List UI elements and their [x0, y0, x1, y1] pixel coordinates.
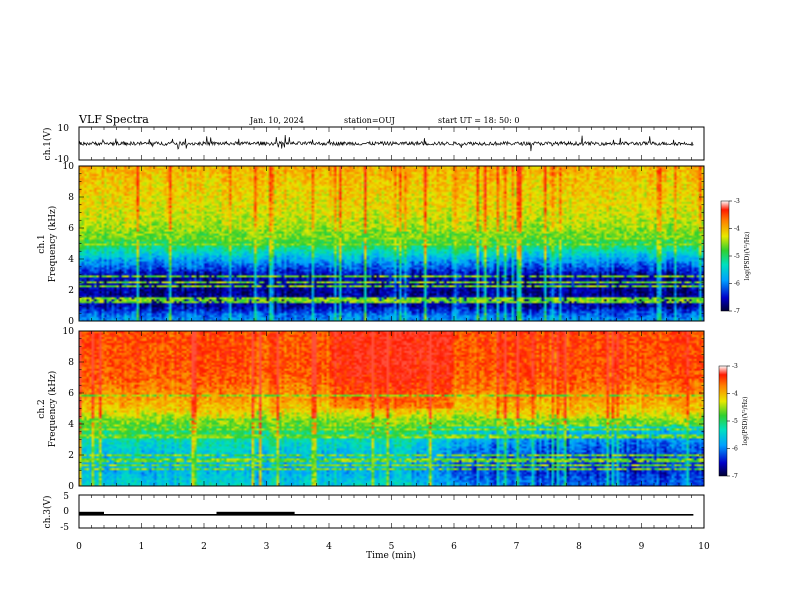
ch2-spec-ylabel-2: Frequency (kHz) — [47, 371, 58, 448]
ch1-colorbar — [720, 200, 730, 312]
ch1-waveform-line — [78, 134, 694, 152]
ch2-spec-ylabel-1: ch.2 — [37, 399, 47, 418]
ch1-waveform-trace — [78, 134, 694, 152]
colorbar-tick-label: -4 — [734, 226, 740, 233]
x-tick-label: 9 — [639, 542, 645, 552]
ch1-waveform-panel: 10 -10 ch.1(V) — [42, 124, 705, 165]
ch3-ylabel: ch.3(V) — [42, 496, 53, 529]
x-tick-label: 6 — [451, 542, 457, 552]
colorbar-tick-label: -4 — [732, 391, 738, 398]
figure-title: VLF Spectra — [78, 113, 149, 126]
ch1-ytick-bottom: -10 — [55, 155, 70, 165]
colorbar-tick-label: -6 — [734, 281, 740, 288]
y-tick-label: 8 — [68, 358, 74, 368]
y-tick-label: 6 — [68, 389, 74, 399]
header-station: station=OUJ — [344, 116, 395, 125]
x-tick-label: 0 — [76, 542, 82, 552]
y-tick-label: 8 — [68, 193, 74, 203]
y-tick-label: 0 — [68, 482, 74, 492]
ch3-ytick-top: 5 — [63, 492, 69, 502]
ch3-high-segment-1 — [216, 511, 295, 515]
x-axis-label: Time (min) — [366, 550, 416, 561]
y-tick-label: 10 — [63, 162, 75, 172]
y-tick-label: 4 — [68, 420, 74, 430]
colorbar-tick-label: -6 — [732, 446, 738, 453]
ch1-spectrogram-image — [79, 166, 704, 321]
ch3-ytick-mid: 0 — [63, 507, 69, 517]
ch1-waveform-xticks — [78, 127, 705, 160]
x-tick-label: 10 — [698, 542, 710, 552]
ch3-ytick-bottom: -5 — [60, 523, 69, 533]
ch2-colorbar-label: log(PSD)(V²/Hz) — [742, 397, 749, 446]
x-tick-label: 8 — [576, 542, 582, 552]
x-tick-label: 1 — [139, 542, 145, 552]
colorbar-tick-label: -3 — [732, 363, 738, 370]
x-axis-tick-labels: 0 1 2 3 4 5 6 7 8 9 10 — [76, 542, 710, 552]
x-tick-label: 4 — [326, 542, 332, 552]
y-tick-label: 2 — [68, 286, 74, 296]
x-tick-label: 5 — [389, 542, 395, 552]
x-tick-label: 7 — [514, 542, 520, 552]
x-tick-label: 2 — [201, 542, 207, 552]
colorbar-tick-label: -7 — [732, 473, 738, 480]
x-tick-label: 3 — [264, 542, 270, 552]
colorbar-tick-label: -3 — [734, 198, 740, 205]
spectrogram-raster — [79, 166, 704, 321]
colorbar-tick-label: -5 — [732, 418, 738, 425]
ch2-colorbar — [718, 365, 728, 477]
ch1-colorbar-label: log(PSD)(V²/Hz) — [744, 232, 751, 281]
ch1-colorbar-ticks: -3 -4 -5 -6 -7 — [729, 198, 740, 315]
ch1-spec-ylabel-2: Frequency (kHz) — [47, 206, 58, 283]
ch1-spec-ylabel-1: ch.1 — [37, 234, 47, 253]
colorbar-tick-label: -5 — [734, 253, 740, 260]
y-tick-label: 10 — [63, 327, 75, 337]
ch1-ylabel: ch.1(V) — [42, 128, 53, 161]
ch2-spectrogram-ticks — [78, 330, 705, 487]
ch3-waveform-ticks — [78, 495, 705, 528]
ch3-waveform-trace — [79, 511, 694, 516]
ch3-high-segment-0 — [79, 511, 104, 515]
ch2-colorbar-ticks: -3 -4 -5 -6 -7 — [727, 363, 738, 480]
ch1-spectrogram-ytick-labels: 0 2 4 6 8 10 — [63, 162, 75, 327]
ch1-spectrogram-ticks — [78, 165, 705, 322]
y-tick-label: 4 — [68, 255, 74, 265]
ch2-spectrogram-image — [79, 331, 704, 486]
header-date: Jan. 10, 2024 — [249, 116, 304, 125]
ch3-waveform-panel: 5 0 -5 ch.3(V) — [42, 492, 705, 533]
y-tick-label: 0 — [68, 317, 74, 327]
colorbar-tick-label: -7 — [734, 308, 740, 315]
ch2-spectrogram-ytick-labels: 0 2 4 6 8 10 — [63, 327, 75, 492]
y-tick-label: 2 — [68, 451, 74, 461]
header-start-time: start UT = 18: 50: 0 — [438, 116, 519, 125]
spectrogram-raster — [79, 331, 704, 486]
y-tick-label: 6 — [68, 224, 74, 234]
ch1-ytick-top: 10 — [58, 124, 70, 134]
